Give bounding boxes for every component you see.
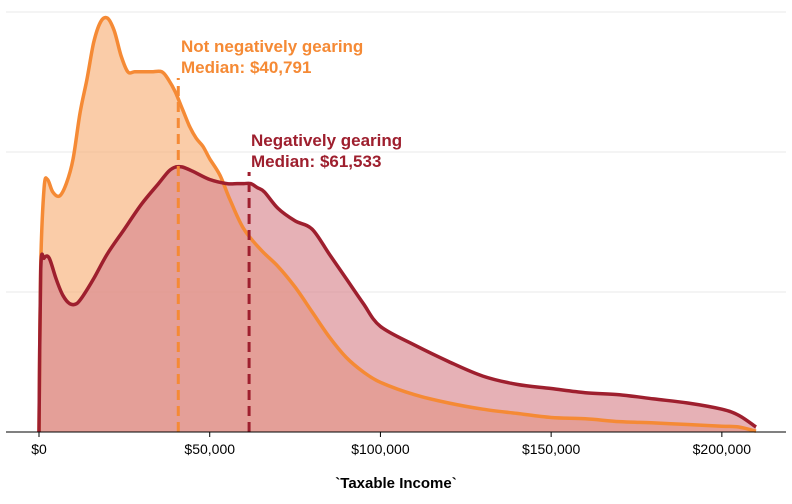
x-axis-label: `Taxable Income` bbox=[335, 475, 456, 492]
median-lines bbox=[176, 78, 251, 432]
x-tick-label: $0 bbox=[31, 441, 47, 457]
not-negatively-gearing-median: Median: $40,791 bbox=[181, 58, 311, 77]
negatively-gearing-median: Median: $61,533 bbox=[251, 152, 381, 171]
density-fill-ng bbox=[39, 166, 756, 432]
median-annotation-not-negatively-gearing: Not negatively gearing Median: $40,791 bbox=[181, 37, 368, 77]
x-tick-label: $50,000 bbox=[184, 441, 235, 457]
density-line-ng bbox=[37, 164, 758, 433]
negatively-gearing-title: Negatively gearing bbox=[251, 131, 402, 150]
x-tick-label: $100,000 bbox=[351, 441, 410, 457]
x-tick-label: $200,000 bbox=[693, 441, 752, 457]
density-areas bbox=[37, 15, 758, 433]
median-annotation-negatively-gearing: Negatively gearing Median: $61,533 bbox=[251, 131, 407, 171]
not-negatively-gearing-title: Not negatively gearing bbox=[181, 37, 363, 56]
x-tick-label: $150,000 bbox=[522, 441, 581, 457]
density-line-not_ng bbox=[37, 15, 757, 433]
x-axis-ticks: $0 $50,000 $100,000 $150,000 $200,000 bbox=[31, 432, 751, 457]
